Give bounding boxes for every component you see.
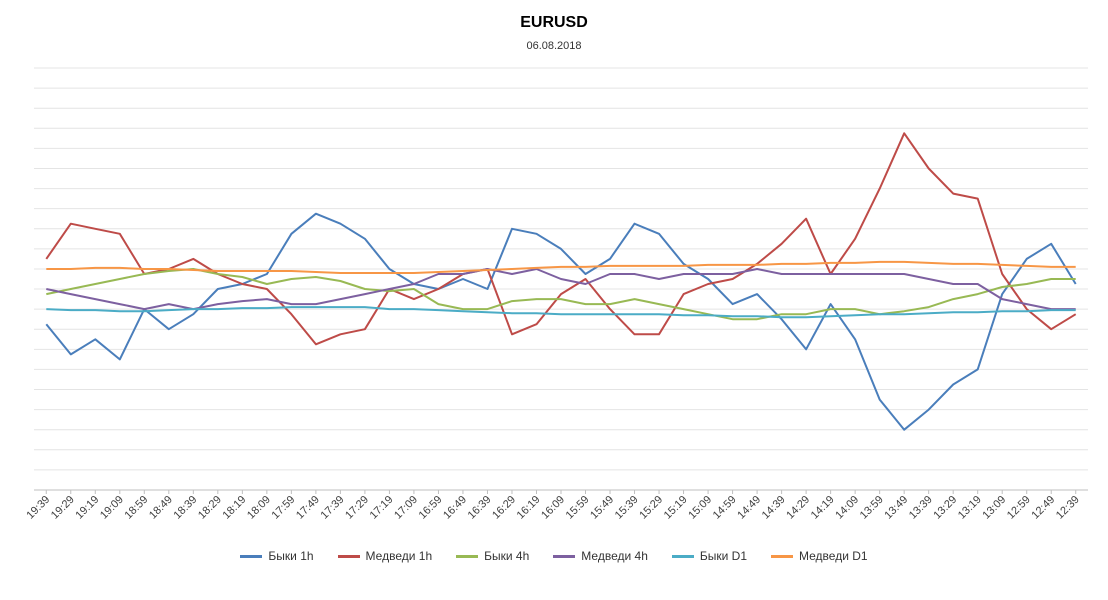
legend-swatch <box>771 554 794 558</box>
x-tick-label: 18:19 <box>221 494 249 522</box>
x-tick-label: 14:09 <box>833 494 861 522</box>
legend-label: Быки 4h <box>484 549 530 563</box>
x-tick-label: 16:29 <box>490 494 518 522</box>
x-tick-label: 17:49 <box>294 494 322 522</box>
x-tick-label: 17:59 <box>270 494 298 522</box>
chart-subtitle: 06.08.2018 <box>526 40 582 52</box>
legend-item: Медведи 1h <box>337 549 433 563</box>
series-line-3 <box>46 268 1076 321</box>
x-tick-label: 16:09 <box>539 494 567 522</box>
x-tick-label: 14:39 <box>760 494 788 522</box>
x-tick-label: 18:59 <box>122 494 150 522</box>
x-tick-label: 12:59 <box>1005 494 1033 522</box>
series-line-5 <box>46 306 1076 319</box>
legend-swatch <box>240 554 263 558</box>
x-tick-label: 18:39 <box>171 494 199 522</box>
legend-label: Медведи 1h <box>365 549 433 563</box>
chart-title: EURUSD <box>520 14 588 31</box>
x-tick-label: 15:19 <box>662 494 690 522</box>
x-tick-label: 15:59 <box>564 494 592 522</box>
x-tick-label: 13:19 <box>956 494 984 522</box>
x-tick-label: 13:59 <box>858 494 886 522</box>
x-tick-label: 19:39 <box>24 494 52 522</box>
x-tick-label: 17:19 <box>368 494 396 522</box>
legend-swatch <box>553 554 576 558</box>
x-tick-label: 13:39 <box>907 494 935 522</box>
legend-item: Быки 1h <box>240 549 314 563</box>
x-tick-label: 14:29 <box>784 494 812 522</box>
legend-label: Быки 1h <box>268 549 314 563</box>
legend-item: Быки 4h <box>456 549 529 563</box>
series-line-6 <box>46 260 1076 274</box>
x-tick-label: 13:49 <box>882 494 910 522</box>
x-tick-label: 15:39 <box>613 494 641 522</box>
legend: Быки 1h Медведи 1h Быки 4h Медведи 4h Быки D… <box>0 549 1108 563</box>
series-line-4 <box>46 268 1076 311</box>
x-tick-label: 19:19 <box>73 494 101 522</box>
x-tick-label: 16:39 <box>466 494 494 522</box>
x-tick-label: 19:09 <box>98 494 126 522</box>
x-tick-label: 18:29 <box>196 494 224 522</box>
x-tick-label: 19:29 <box>49 494 77 522</box>
legend-item: Медведи D1 <box>771 549 868 563</box>
x-tick-label: 16:19 <box>515 494 543 522</box>
legend-swatch <box>671 554 694 558</box>
x-tick-label: 15:49 <box>588 494 616 522</box>
x-tick-label: 15:29 <box>637 494 665 522</box>
x-tick-label: 15:09 <box>686 494 714 522</box>
legend-label: Медведи 4h <box>581 549 648 563</box>
x-tick-label: 17:39 <box>319 494 347 522</box>
x-tick-label: 13:29 <box>931 494 959 522</box>
x-tick-label: 18:09 <box>245 494 273 522</box>
legend-swatch <box>337 554 360 558</box>
x-tick-label: 16:49 <box>441 494 469 522</box>
legend-label: Медведи D1 <box>799 549 868 563</box>
series-line-1 <box>45 212 1077 431</box>
x-tick-label: 12:39 <box>1054 494 1082 522</box>
x-tick-label: 14:59 <box>711 494 739 522</box>
legend-item: Медведи 4h <box>553 549 648 563</box>
x-tick-label: 14:49 <box>735 494 763 522</box>
x-tick-label: 17:09 <box>392 494 420 522</box>
x-tick-label: 16:59 <box>417 494 445 522</box>
legend-label: Быки D1 <box>699 549 748 563</box>
legend-item: Быки D1 <box>671 549 748 563</box>
x-tick-label: 17:29 <box>343 494 371 522</box>
x-tick-label: 18:49 <box>147 494 175 522</box>
legend-swatch <box>456 554 479 558</box>
x-tick-label: 14:19 <box>809 494 837 522</box>
x-tick-label: 12:49 <box>1029 494 1057 522</box>
x-tick-label: 13:09 <box>980 494 1008 522</box>
